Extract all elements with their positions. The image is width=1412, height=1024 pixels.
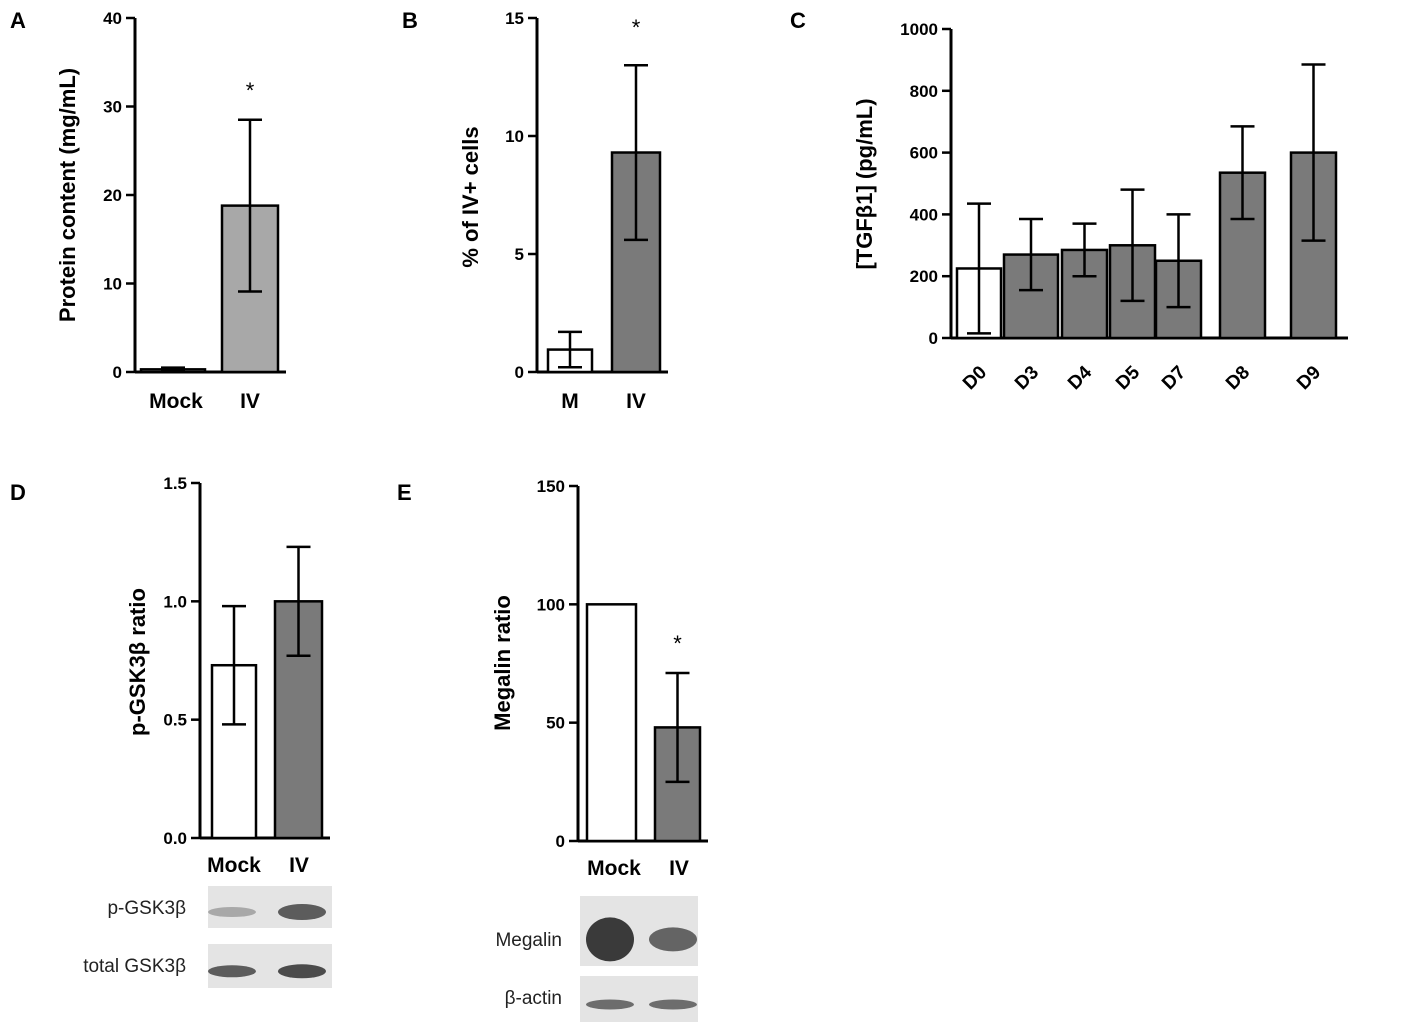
y-tick-label: 100 — [537, 595, 565, 614]
x-tick-label: D9 — [1293, 362, 1325, 394]
y-tick-label: 0.5 — [163, 711, 187, 730]
significance-star: * — [632, 15, 641, 40]
y-tick-label: 0 — [113, 363, 122, 382]
blot-strip — [580, 976, 698, 1022]
y-tick-label: 200 — [910, 267, 938, 286]
y-tick-label: 0.0 — [163, 829, 187, 848]
y-tick-label: 10 — [103, 275, 122, 294]
blot-label: p-GSK3β — [107, 898, 186, 919]
y-tick-label: 600 — [910, 144, 938, 163]
blot-band — [208, 907, 256, 918]
y-tick-label: 30 — [103, 98, 122, 117]
x-tick-label: Mock — [149, 390, 203, 413]
y-tick-label: 150 — [537, 477, 565, 496]
blot-strip — [580, 896, 698, 966]
blot-label: total GSK3β — [83, 956, 186, 977]
blot-band — [586, 917, 634, 962]
y-tick-label: 1.0 — [163, 592, 187, 611]
x-tick-label: IV — [669, 857, 689, 880]
blot-strip — [208, 886, 332, 928]
chart-panel-d: D 0.0 0.5 1.0 1.5 p-GSK3β ratio Mock IV p-GSK3β t… — [10, 474, 332, 988]
y-axis-title: Protein content (mg/mL) — [55, 68, 80, 322]
bar — [585, 603, 638, 843]
x-tick-label: D7 — [1158, 362, 1190, 394]
panel-letter: B — [402, 8, 418, 33]
x-tick-label: D0 — [959, 362, 991, 394]
x-tick-label: D4 — [1064, 362, 1096, 394]
y-tick-label: 0 — [515, 363, 524, 382]
y-tick-label: 0 — [556, 832, 565, 851]
panel-letter: A — [10, 8, 26, 33]
x-tick-label: Mock — [207, 854, 261, 877]
blot-band — [649, 927, 697, 952]
y-axis-title: % of IV+ cells — [458, 126, 483, 267]
y-tick-label: 400 — [910, 205, 938, 224]
blot-background — [580, 976, 698, 1022]
significance-star: * — [246, 78, 255, 103]
x-tick-label: D3 — [1011, 362, 1043, 394]
y-axis-title: Megalin ratio — [490, 595, 515, 731]
x-tick-label: IV — [240, 390, 260, 413]
x-tick-label: D8 — [1222, 362, 1254, 394]
panel-letter: D — [10, 480, 26, 505]
blot-label: β-actin — [505, 988, 562, 1009]
blot-band — [278, 964, 326, 979]
panel-letter: C — [790, 8, 806, 33]
y-axis-title: p-GSK3β ratio — [125, 588, 150, 736]
chart-panel-c: C 0 200 400 600 800 1000 [TGFβ1] (pg/mL) D0 D3 D4 D… — [790, 8, 1348, 394]
blot-strip — [208, 944, 332, 988]
y-tick-label: 50 — [546, 714, 565, 733]
blot-band — [649, 999, 697, 1010]
chart-panel-a: A 0 10 20 30 40 Protein content (mg/mL) Mock * IV — [10, 8, 286, 413]
y-tick-label: 15 — [505, 9, 524, 28]
panel-letter: E — [397, 480, 412, 505]
y-tick-label: 1.5 — [163, 474, 187, 493]
y-tick-label: 10 — [505, 127, 524, 146]
y-axis-title: [TGFβ1] (pg/mL) — [852, 98, 877, 269]
x-tick-label: Mock — [587, 857, 641, 880]
y-tick-label: 5 — [515, 245, 524, 264]
y-tick-label: 20 — [103, 186, 122, 205]
chart-panel-e: E 0 50 100 150 Megalin ratio Mock * IV Megalin β-a… — [397, 477, 708, 1022]
y-tick-label: 40 — [103, 9, 122, 28]
blot-band — [208, 965, 256, 978]
blot-band — [586, 999, 634, 1010]
y-tick-label: 1000 — [900, 20, 938, 39]
y-tick-label: 800 — [910, 82, 938, 101]
significance-star: * — [673, 631, 682, 656]
blot-band — [278, 904, 326, 921]
blot-label: Megalin — [495, 930, 562, 951]
x-tick-label: D5 — [1112, 362, 1144, 394]
y-tick-label: 0 — [929, 329, 938, 348]
chart-panel-b: B 0 5 10 15 % of IV+ cells M * IV — [402, 8, 668, 413]
x-tick-label: IV — [289, 854, 309, 877]
x-tick-label: IV — [626, 390, 646, 413]
x-tick-label: M — [561, 390, 579, 413]
